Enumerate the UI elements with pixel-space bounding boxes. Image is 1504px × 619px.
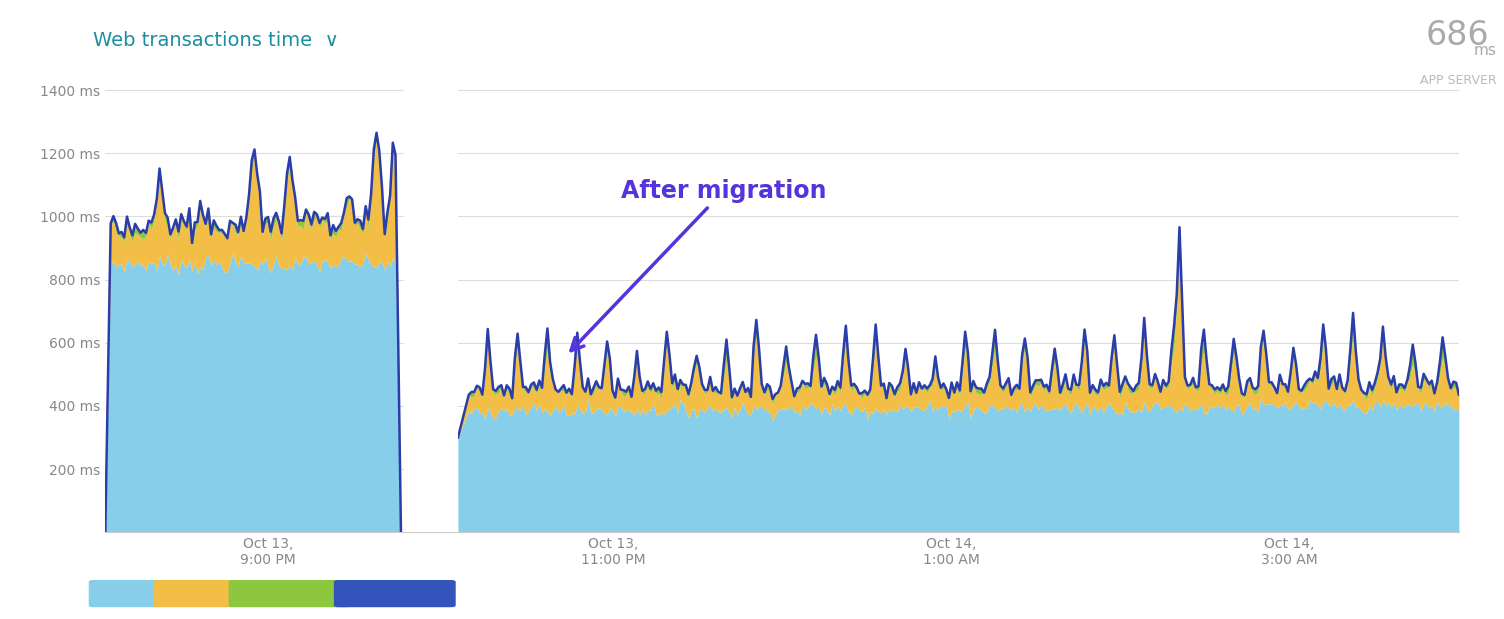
Text: Web transactions time  ∨: Web transactions time ∨ — [93, 31, 338, 50]
Text: Web external: Web external — [244, 587, 335, 600]
Text: After migration: After migration — [572, 179, 826, 350]
Text: ms: ms — [1474, 43, 1496, 58]
Text: Response time: Response time — [344, 587, 445, 600]
Text: MySQL: MySQL — [170, 587, 218, 600]
Text: PHP: PHP — [111, 587, 138, 600]
Bar — [403, 74, 457, 532]
Text: APP SERVER: APP SERVER — [1420, 74, 1496, 87]
Text: 686: 686 — [1426, 19, 1489, 51]
